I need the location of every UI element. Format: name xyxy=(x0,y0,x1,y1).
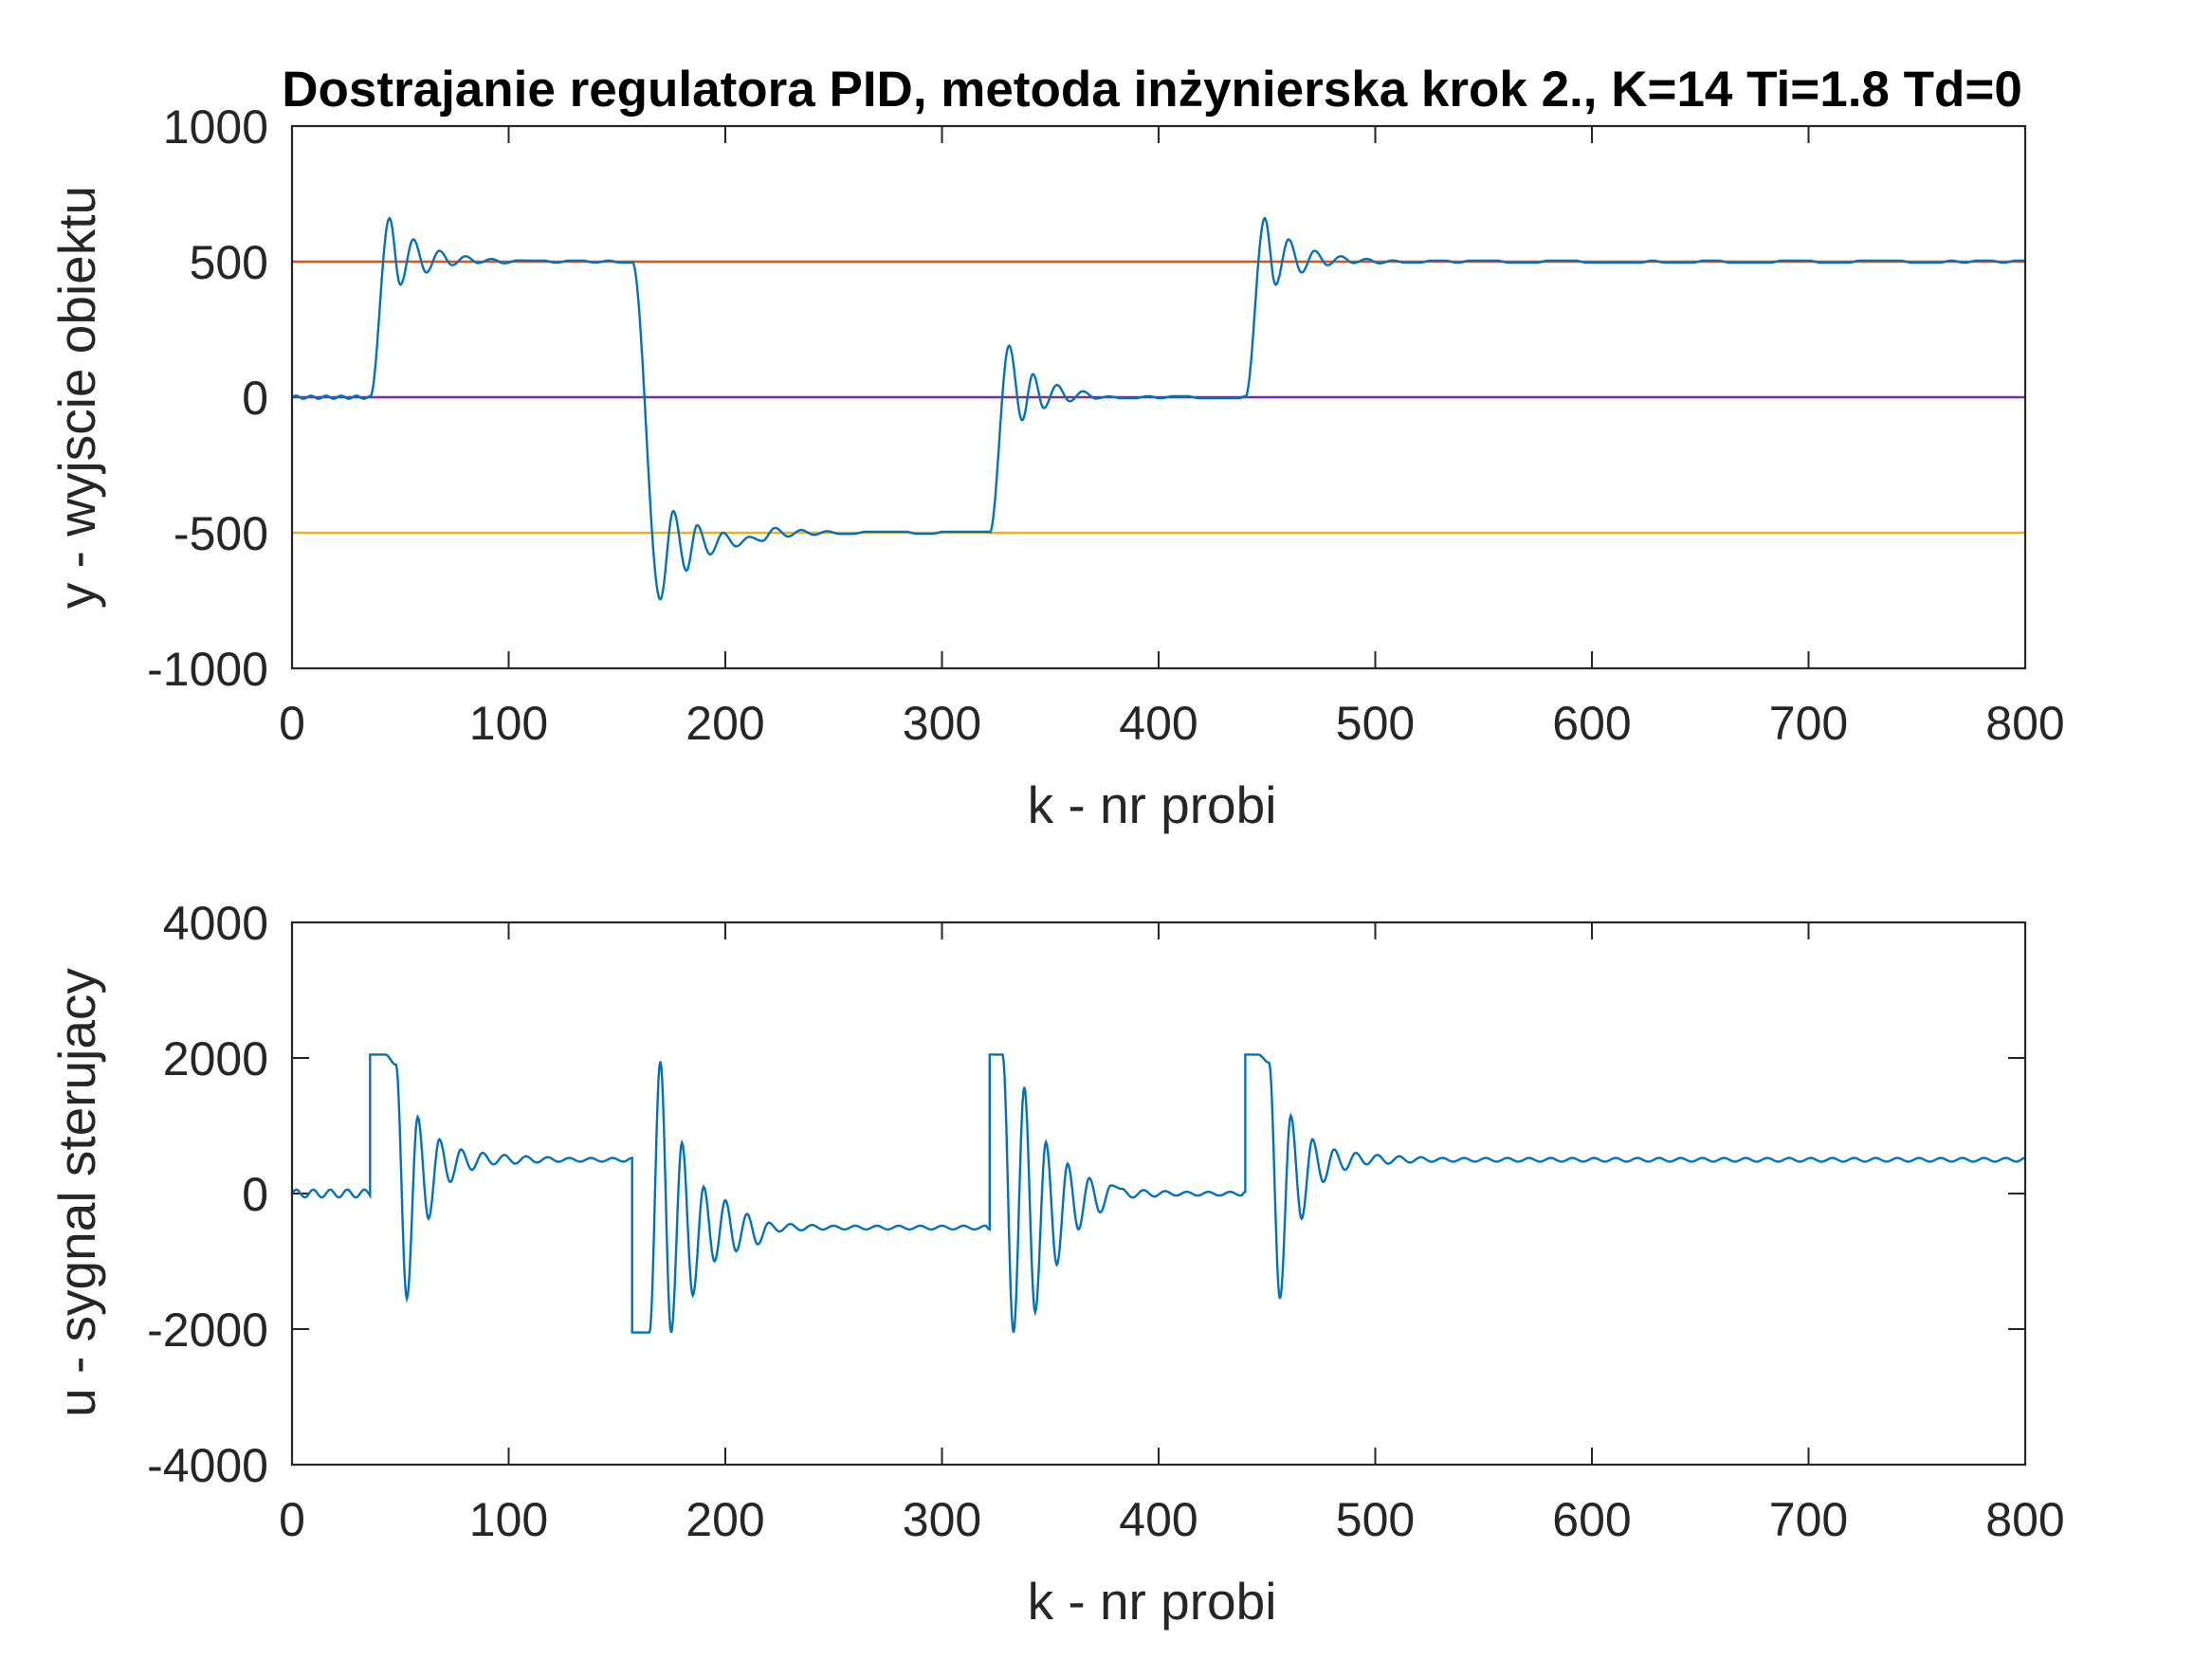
bottom-x-tick-label: 400 xyxy=(1119,1493,1197,1546)
bottom-y-tick-label: -4000 xyxy=(147,1439,268,1492)
bottom-x-tick-label: 500 xyxy=(1336,1493,1415,1546)
top-x-tick-label: 700 xyxy=(1769,697,1848,750)
top-y-axis-label: y - wyjscie obiektu xyxy=(47,186,106,609)
bottom-y-tick-label: 2000 xyxy=(163,1032,268,1085)
top-x-tick-label: 600 xyxy=(1552,697,1631,750)
bottom-y-axis-label: u - sygnal sterujacy xyxy=(47,968,106,1417)
bottom-x-tick-label: 200 xyxy=(686,1493,764,1546)
top-x-tick-label: 500 xyxy=(1336,697,1415,750)
top-y-tick-label: 0 xyxy=(242,372,268,425)
bottom-x-tick-label: 0 xyxy=(279,1493,305,1546)
top-x-axis-label: k - nr probi xyxy=(1028,775,1277,834)
top-y-tick-label: -1000 xyxy=(147,643,268,696)
top-y-tick-label: -500 xyxy=(174,507,268,560)
bottom-x-tick-label: 700 xyxy=(1769,1493,1848,1546)
bottom-x-tick-label: 600 xyxy=(1552,1493,1631,1546)
top-axes: 0 100 200 300 400 500 600 700 800 -1000 -500 0 500 10… xyxy=(147,100,2065,750)
bottom-x-tick-label: 800 xyxy=(1985,1493,2064,1546)
top-x-tick-label: 100 xyxy=(469,697,548,750)
bottom-x-tick-label: 300 xyxy=(903,1493,981,1546)
top-x-tick-label: 300 xyxy=(903,697,981,750)
bottom-x-axis-label: k - nr probi xyxy=(1028,1572,1277,1631)
bottom-y-tick-label: 0 xyxy=(242,1168,268,1221)
top-y-tick-label: 1000 xyxy=(163,100,268,154)
top-x-tick-label: 0 xyxy=(279,697,305,750)
bottom-axes: 0 100 200 300 400 500 600 700 800 -4000 -2000 0 2000… xyxy=(147,897,2065,1546)
bottom-y-tick-label: 4000 xyxy=(163,897,268,950)
top-x-tick-label: 200 xyxy=(686,697,764,750)
chart-title: Dostrajanie regulatora PID, metoda inżyn… xyxy=(282,62,2022,118)
bottom-x-tick-label: 100 xyxy=(469,1493,548,1546)
top-x-tick-label: 400 xyxy=(1119,697,1197,750)
bottom-y-tick-label: -2000 xyxy=(147,1304,268,1357)
top-y-tick-label: 500 xyxy=(190,236,268,289)
top-x-tick-label: 800 xyxy=(1985,697,2064,750)
